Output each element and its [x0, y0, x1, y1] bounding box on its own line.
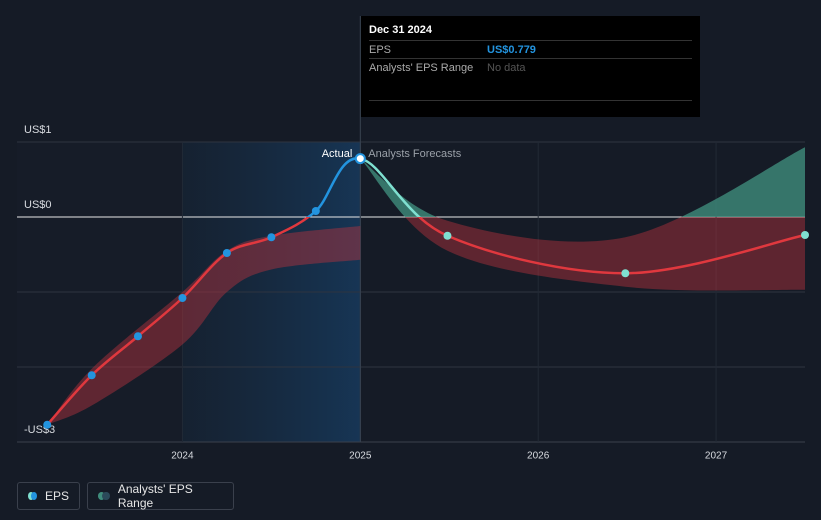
tooltip-rule [369, 100, 692, 101]
tooltip: Dec 31 2024 EPS US$0.779 Analysts' EPS Ra… [361, 16, 700, 117]
forecast-label: Analysts Forecasts [368, 148, 461, 160]
legend-range[interactable]: Analysts' EPS Range [87, 482, 234, 510]
legend-label: EPS [44, 489, 69, 503]
eps-point [87, 371, 96, 380]
eps-point [222, 249, 231, 257]
eps-point [621, 269, 630, 278]
x-tick-label: 2025 [349, 451, 372, 462]
tooltip-row: EPS US$0.779 [369, 40, 692, 58]
tooltip-row: Analysts' EPS Range No data [369, 58, 692, 76]
eps-point [311, 207, 320, 215]
y-tick-label: US$1 [24, 124, 52, 136]
actual-label: Actual [322, 148, 353, 160]
eps-point [133, 332, 142, 341]
eps-point [443, 231, 452, 240]
eps-point [801, 231, 809, 239]
legend-label: Analysts' EPS Range [117, 482, 193, 510]
range-band [47, 226, 361, 425]
x-tick-label: 2024 [171, 451, 194, 462]
eps-point [354, 153, 366, 165]
tooltip-label: Analysts' EPS Range [369, 61, 474, 74]
legend-dot [102, 492, 110, 500]
tooltip-date: Dec 31 2024 [369, 24, 432, 36]
range-band [405, 217, 805, 291]
y-tick-label: US$0 [24, 199, 52, 211]
legend-dot [98, 492, 106, 500]
range-band [360, 147, 805, 217]
x-tick-label: 2027 [705, 451, 728, 462]
tooltip-value: US$0.779 [487, 43, 536, 56]
eps-point [178, 294, 187, 302]
eps-point [267, 233, 276, 242]
legend-dot [30, 492, 37, 500]
tooltip-label: EPS [369, 43, 392, 56]
legend-eps[interactable]: EPS [17, 482, 80, 510]
tooltip-value: No data [487, 61, 526, 74]
eps-point [43, 420, 52, 429]
x-tick-label: 2026 [527, 451, 550, 462]
